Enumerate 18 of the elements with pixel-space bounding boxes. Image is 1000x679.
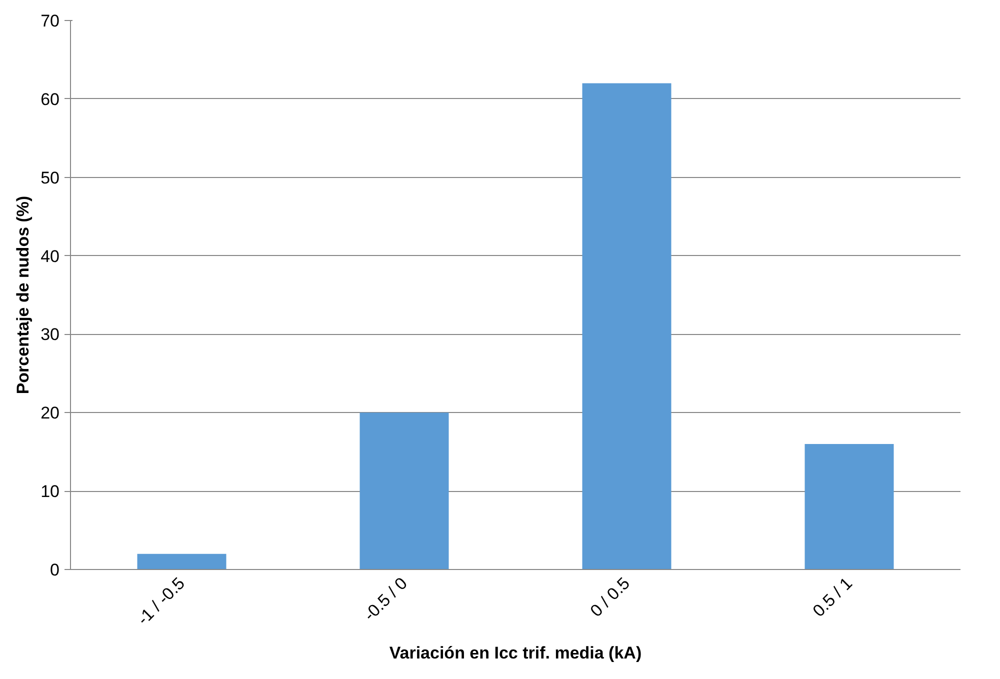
x-tick-label: -1 / -0.5	[134, 574, 188, 629]
bar	[137, 554, 226, 570]
x-axis-title: Variación en Icc trif. media (kA)	[389, 643, 642, 662]
bar	[582, 83, 672, 570]
bar	[360, 412, 449, 570]
y-tick-label: 20	[40, 404, 60, 423]
y-tick-label: 10	[40, 482, 60, 502]
x-tick-label: -0.5 / 0	[360, 574, 411, 625]
y-tick-label: 30	[40, 325, 60, 344]
y-tick-label: 40	[40, 246, 60, 266]
y-tick-label: 60	[40, 90, 60, 109]
y-tick-label: 50	[40, 168, 60, 188]
bar	[804, 444, 894, 570]
x-tick-label: 0 / 0.5	[586, 574, 634, 621]
x-tick-label: 0.5 / 1	[809, 574, 856, 621]
y-tick-label: 70	[40, 12, 60, 30]
y-tick-label: 0	[50, 560, 60, 580]
y-axis-title: Porcentaje de nudos (%)	[14, 196, 33, 394]
